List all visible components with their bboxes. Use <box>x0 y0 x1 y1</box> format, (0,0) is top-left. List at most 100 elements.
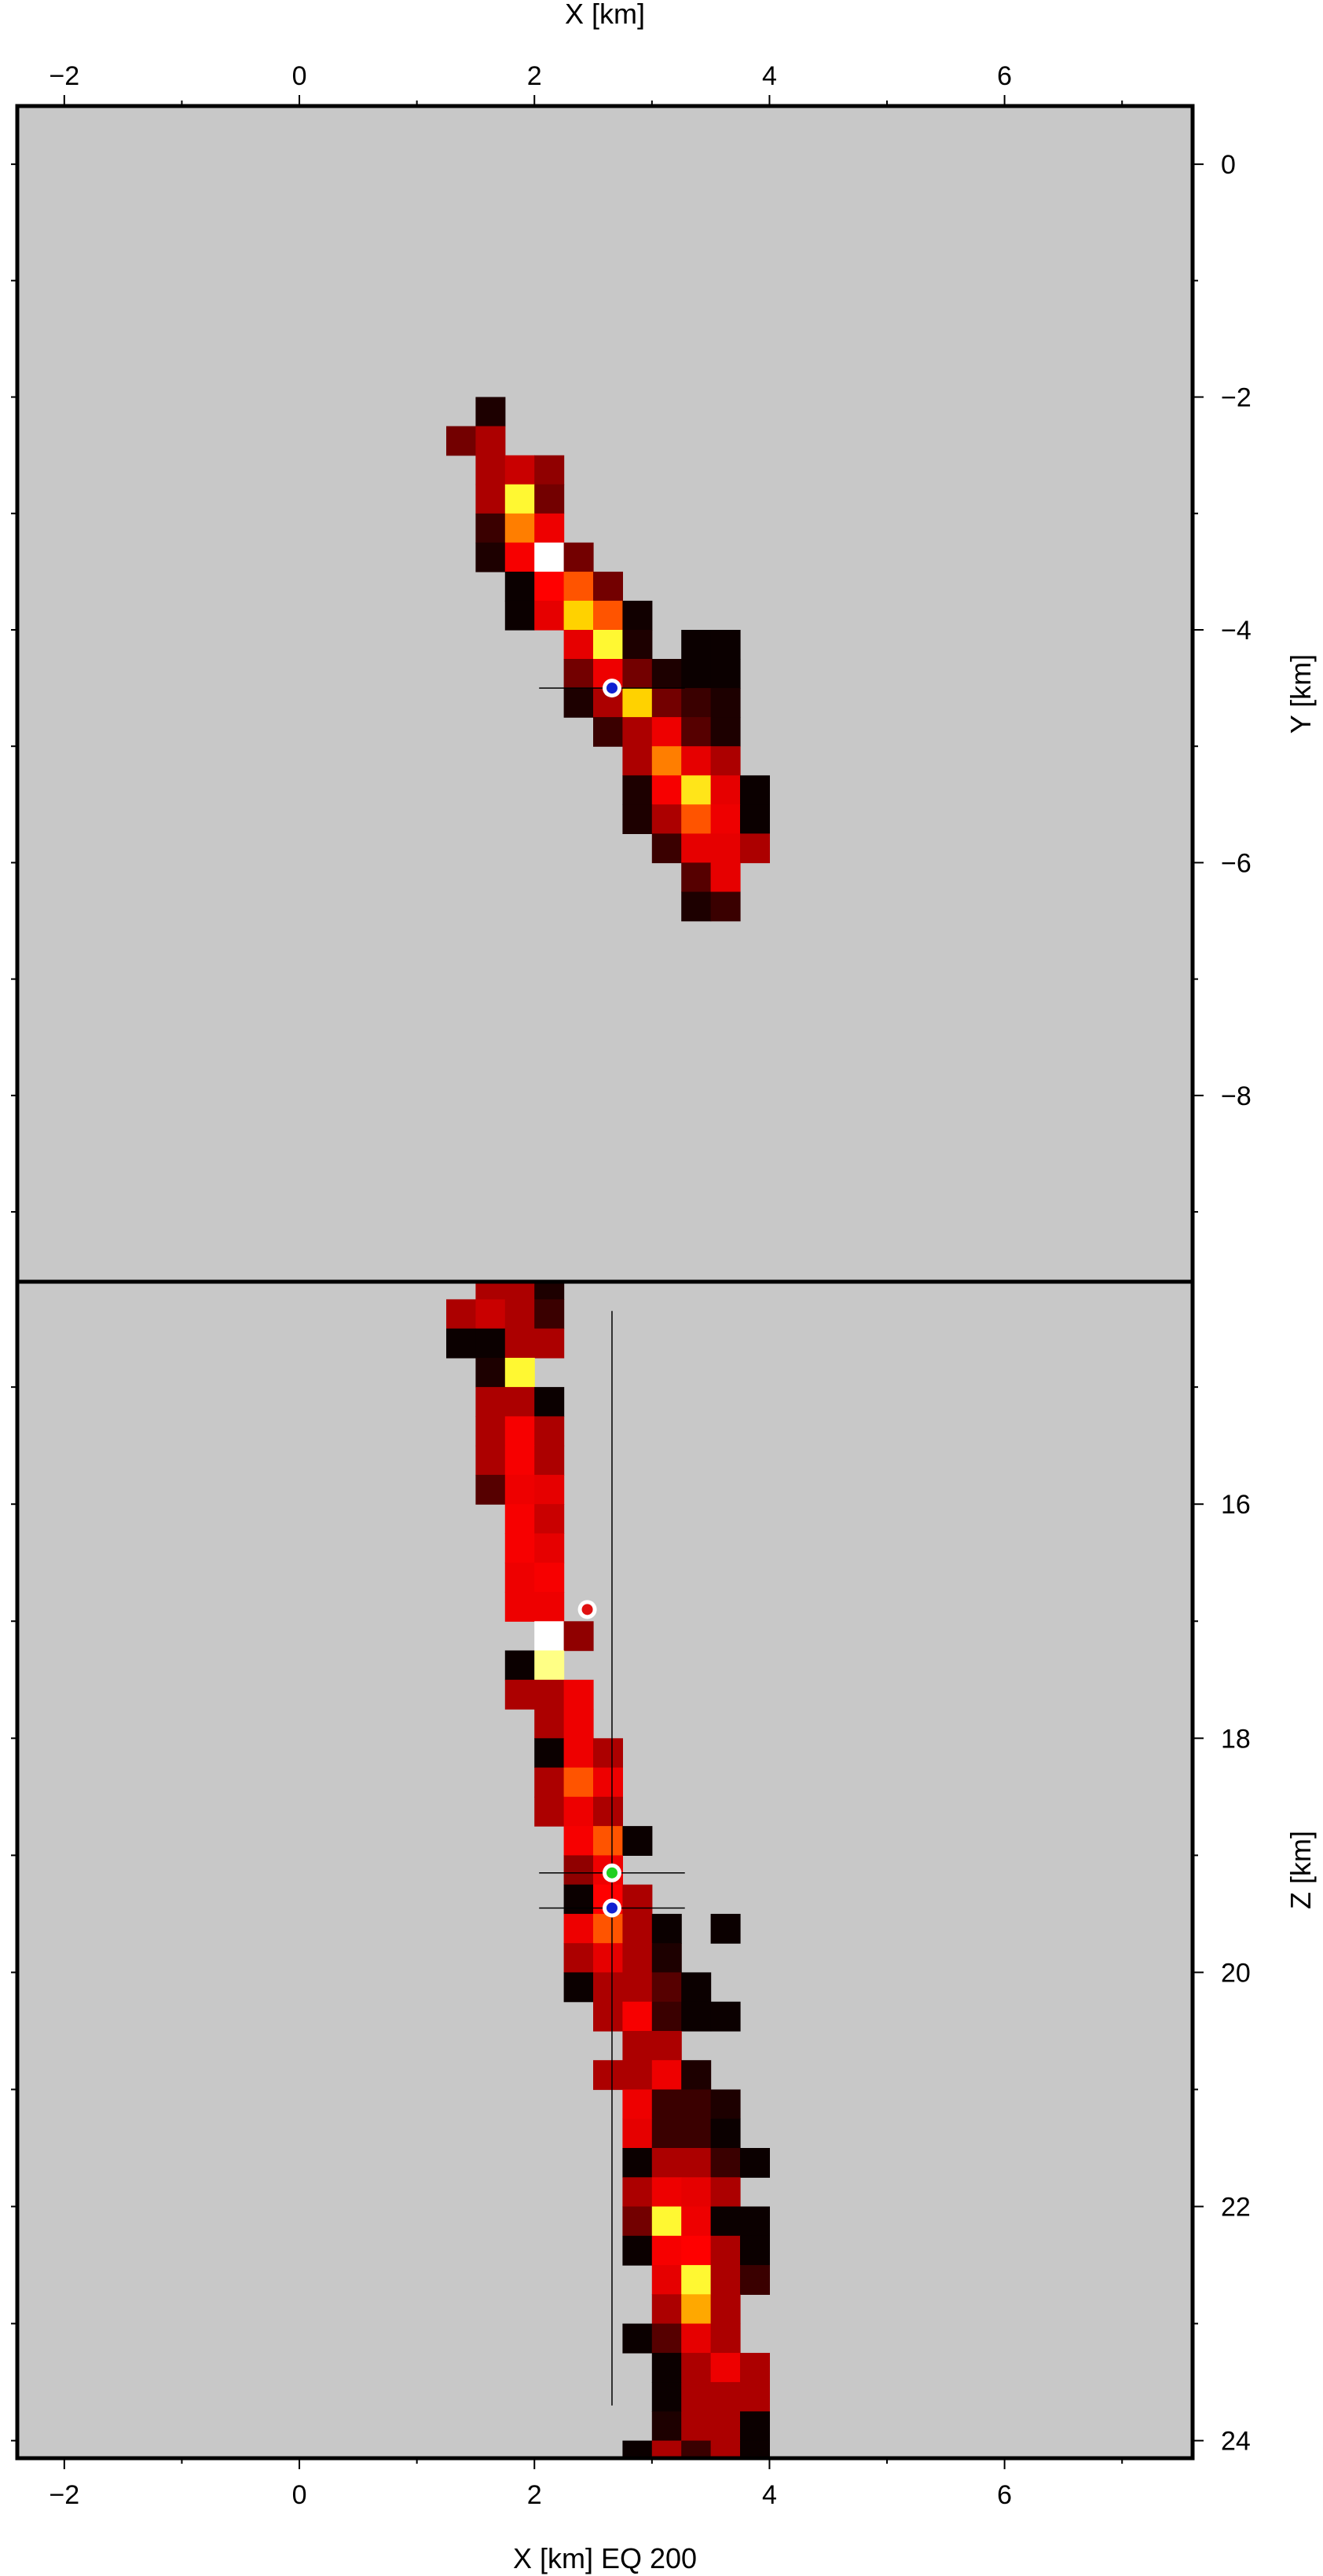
density-cell <box>593 1767 623 1798</box>
density-cell <box>534 1650 565 1681</box>
density-cell <box>593 1796 623 1827</box>
location-marker <box>581 1604 593 1615</box>
density-cell <box>563 542 594 573</box>
density-cell <box>563 659 594 689</box>
density-cell <box>593 1943 623 1974</box>
density-cell <box>563 1884 594 1915</box>
density-cell <box>593 1913 623 1944</box>
density-cell <box>622 2031 653 2061</box>
density-cell <box>563 1621 594 1652</box>
x-tick-label: 0 <box>292 2480 307 2510</box>
density-cell <box>651 2060 682 2091</box>
density-cell <box>534 1767 565 1798</box>
density-cell <box>622 2177 653 2208</box>
density-cell <box>563 630 594 660</box>
density-cell <box>622 2118 653 2149</box>
density-cell <box>651 659 682 689</box>
density-cell <box>504 455 535 485</box>
density-cell <box>651 717 682 747</box>
density-cell <box>534 513 565 543</box>
density-cell <box>504 542 535 573</box>
density-cell <box>475 1357 506 1388</box>
density-cell <box>710 688 741 718</box>
density-cell <box>504 1504 535 1535</box>
density-cell <box>622 746 653 776</box>
density-cell <box>593 1972 623 2003</box>
density-cell <box>681 688 712 718</box>
density-cell <box>622 804 653 834</box>
density-cell <box>710 2382 741 2412</box>
x-axis-label: X [km] <box>565 0 645 30</box>
density-cell <box>710 775 741 805</box>
density-cell <box>710 2118 741 2149</box>
density-cell <box>622 717 653 747</box>
density-cell <box>622 630 653 660</box>
density-cell <box>475 1299 506 1330</box>
density-cell <box>681 2089 712 2120</box>
density-cell <box>710 2001 741 2032</box>
density-cell <box>681 630 712 660</box>
density-cell <box>534 484 565 514</box>
density-cell <box>681 2265 712 2295</box>
density-cell <box>504 1592 535 1622</box>
markers <box>539 1311 685 2406</box>
density-cell <box>622 2060 653 2091</box>
density-cell <box>534 1445 565 1476</box>
density-cell <box>710 2323 741 2354</box>
density-cell <box>534 1796 565 1827</box>
density-cell <box>651 2001 682 2032</box>
density-cell <box>651 2206 682 2237</box>
density-cell <box>504 1387 535 1417</box>
density-cell <box>446 1328 476 1359</box>
density-cell <box>740 2411 770 2442</box>
density-cell <box>681 2177 712 2208</box>
density-cell <box>622 1913 653 1944</box>
density-cell <box>651 746 682 776</box>
density-cell <box>534 1709 565 1739</box>
density-cell <box>622 1943 653 1974</box>
y-tick-label: −6 <box>1221 848 1252 878</box>
density-cell <box>681 2060 712 2091</box>
density-cell <box>622 600 653 631</box>
x-axis-label: X [km] EQ 200 <box>513 2542 697 2574</box>
density-cell <box>710 746 741 776</box>
density-cell <box>534 1387 565 1417</box>
density-cell <box>504 1416 535 1447</box>
x-tick-label: 0 <box>292 61 307 91</box>
density-cell <box>563 1826 594 1856</box>
density-cell <box>475 484 506 514</box>
density-cell <box>681 2440 712 2458</box>
density-cell <box>504 1650 535 1681</box>
density-cell <box>504 1299 535 1330</box>
location-marker <box>606 1867 618 1879</box>
density-cell <box>681 659 712 689</box>
density-cell <box>740 2382 770 2412</box>
density-cell <box>534 542 565 573</box>
density-cell <box>593 2060 623 2091</box>
density-cell <box>475 1416 506 1447</box>
density-cell <box>710 2411 741 2442</box>
density-cell <box>740 2352 770 2383</box>
density-cell <box>593 571 623 602</box>
density-cell <box>593 717 623 747</box>
location-marker <box>606 682 618 694</box>
density-cell <box>622 2148 653 2178</box>
density-cell <box>681 891 712 922</box>
density-cell <box>534 455 565 485</box>
density-cell <box>534 1299 565 1330</box>
density-cell <box>475 1387 506 1417</box>
density-cell <box>710 2177 741 2208</box>
density-cell <box>504 1474 535 1505</box>
density-cell <box>710 630 741 660</box>
density-cell <box>563 1913 594 1944</box>
density-cell <box>651 2352 682 2383</box>
density-cell <box>740 2440 770 2458</box>
density-cell <box>534 1282 565 1300</box>
density-cell <box>504 571 535 602</box>
density-cell <box>534 1592 565 1622</box>
density-cell <box>622 688 653 718</box>
density-cell <box>710 1913 741 1944</box>
density-cell <box>563 688 594 718</box>
